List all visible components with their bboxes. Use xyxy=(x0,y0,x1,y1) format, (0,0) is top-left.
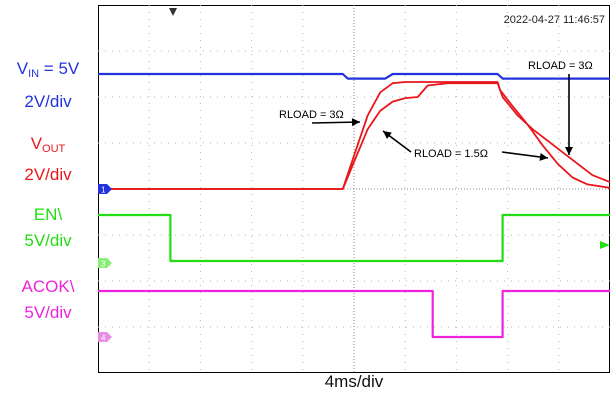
vout-trace-1p5ohm xyxy=(98,82,610,190)
annotation-rload-1p5: RLOAD = 1.5Ω xyxy=(414,148,488,160)
vin-trace xyxy=(98,72,610,80)
arrow-rload-3-right-head xyxy=(565,147,573,155)
arrow-rload-1p5-right-head xyxy=(539,152,548,161)
scope-screen: 1 3 4 2022-04-27 11:46:57 RLOAD = 3Ω RLOAD… xyxy=(98,5,610,373)
vin-label: VIN = 5V 2V/div xyxy=(0,58,96,113)
annotation-rload-3-right: RLOAD = 3Ω xyxy=(528,60,593,72)
acok-trace xyxy=(98,289,610,339)
acok-name: ACOK\ xyxy=(21,277,75,296)
annotation-arrows xyxy=(311,74,573,161)
vout-scale: 2V/div xyxy=(24,165,72,184)
ch1-marker-text: 1 xyxy=(101,186,106,195)
en-trace xyxy=(98,213,610,263)
arrow-rload-3-left-head xyxy=(351,118,360,127)
annotation-rload-3-left: RLOAD = 3Ω xyxy=(279,109,344,121)
acok-scale: 5V/div xyxy=(24,303,72,322)
en-trigger-arrow-icon xyxy=(600,241,610,249)
ch1-marker xyxy=(98,184,112,194)
waveform-traces xyxy=(98,72,610,339)
channel-markers: 1 3 4 xyxy=(98,184,112,343)
ch3-marker xyxy=(98,258,112,268)
arrow-rload-3-left xyxy=(311,121,361,124)
ch4-marker xyxy=(98,332,112,342)
vin-name: VIN = 5V xyxy=(16,59,80,80)
vout-name: VOUT xyxy=(30,134,66,155)
acok-label: ACOK\ 5V/div xyxy=(0,276,96,324)
vout-trace-3ohm xyxy=(98,81,610,190)
en-label: EN\ 5V/div xyxy=(0,204,96,252)
vin-scale: 2V/div xyxy=(24,92,72,111)
graticule-grid xyxy=(98,5,610,373)
time-scale-label: 4ms/div xyxy=(324,372,384,391)
vout-label: VOUT 2V/div xyxy=(0,133,96,186)
ch4-marker-text: 4 xyxy=(101,334,106,343)
en-name: EN\ xyxy=(33,205,63,224)
ch3-marker-text: 3 xyxy=(101,260,106,269)
timestamp: 2022-04-27 11:46:57 xyxy=(504,14,605,26)
arrow-rload-1p5-left-head xyxy=(383,131,392,139)
en-scale: 5V/div xyxy=(24,231,72,250)
trigger-position-icon xyxy=(169,8,177,16)
